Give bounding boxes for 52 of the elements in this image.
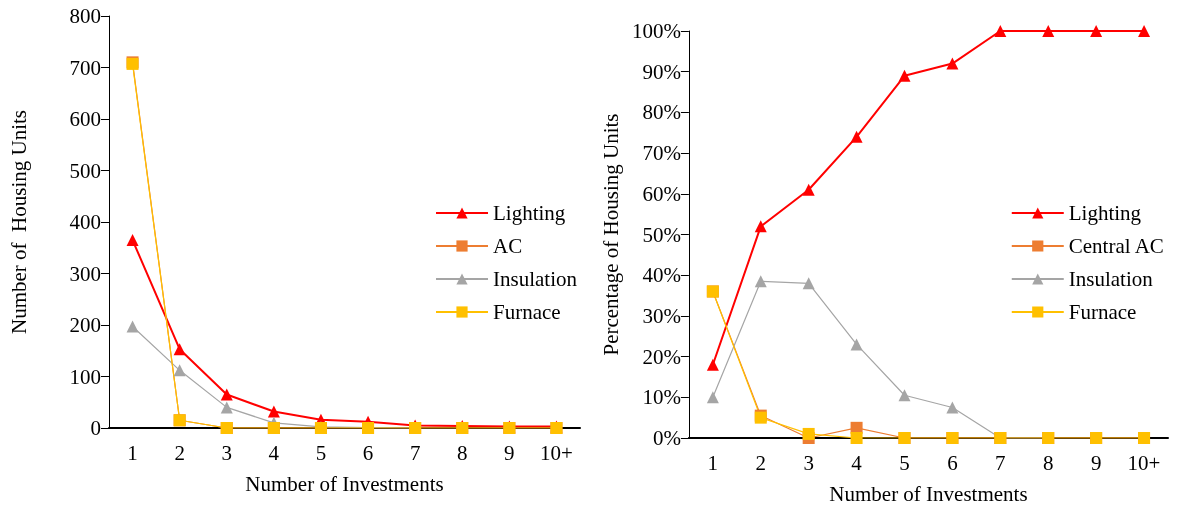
y-tick-label: 50% [642, 222, 681, 247]
x-tick-label: 8 [457, 440, 468, 465]
x-tick-label: 3 [803, 450, 814, 475]
y-tick-label: 200 [69, 313, 101, 337]
legend-label: Insulation [1068, 267, 1154, 291]
x-tick-label: 5 [899, 450, 910, 475]
y-tick-label: 40% [642, 263, 681, 288]
x-axis-title: Number of Investments [245, 471, 444, 496]
y-axis-title: Percentage of Housing Units [598, 113, 623, 356]
x-tick-label: 9 [504, 440, 515, 465]
x-tick-label: 7 [409, 440, 421, 465]
legend-label: Lighting [493, 201, 566, 225]
x-tick-label: 6 [362, 440, 374, 465]
y-tick-label: 90% [642, 59, 681, 84]
legend-label: Lighting [1068, 201, 1142, 225]
x-tick-label: 4 [268, 440, 280, 465]
x-axis-title: Number of Investments [829, 481, 1028, 506]
x-tick-label: 10+ [1127, 450, 1161, 475]
y-tick-label: 80% [642, 100, 681, 125]
y-tick-label: 10% [642, 385, 681, 410]
x-tick-label: 9 [1090, 450, 1102, 475]
x-tick-label: 4 [851, 450, 863, 475]
y-tick-label: 400 [69, 210, 101, 234]
legend-label: Furnace [493, 300, 561, 324]
x-tick-label: 2 [174, 440, 185, 465]
x-tick-label: 5 [315, 440, 327, 465]
y-tick-label: 60% [642, 181, 681, 206]
y-tick-label: 800 [69, 4, 101, 28]
y-axis-title: Number of Housing Units [6, 110, 31, 334]
x-tick-label: 3 [221, 440, 232, 465]
y-tick-label: 70% [642, 141, 681, 166]
x-tick-label: 8 [1042, 450, 1054, 475]
y-tick-label: 300 [69, 261, 101, 286]
x-tick-label: 1 [127, 440, 138, 465]
x-tick-label: 7 [995, 450, 1006, 475]
y-tick-label: 30% [642, 303, 681, 328]
legend-label: Central AC [1068, 234, 1164, 258]
y-tick-label: 100% [631, 19, 681, 43]
y-tick-label: 0% [652, 426, 681, 450]
y-tick-label: 500 [69, 158, 101, 183]
x-tick-label: 10+ [540, 440, 573, 465]
y-tick-label: 600 [69, 107, 101, 131]
legend-label: AC [493, 234, 523, 258]
legend-label: Furnace [1068, 300, 1137, 324]
y-tick-label: 700 [69, 55, 101, 80]
x-tick-label: 6 [947, 450, 958, 475]
legend-label: Insulation [493, 267, 578, 291]
x-tick-label: 1 [707, 450, 719, 475]
y-tick-label: 100 [69, 364, 101, 389]
x-tick-label: 2 [755, 450, 767, 475]
y-tick-label: 20% [642, 344, 681, 369]
y-tick-label: 0 [90, 416, 101, 440]
